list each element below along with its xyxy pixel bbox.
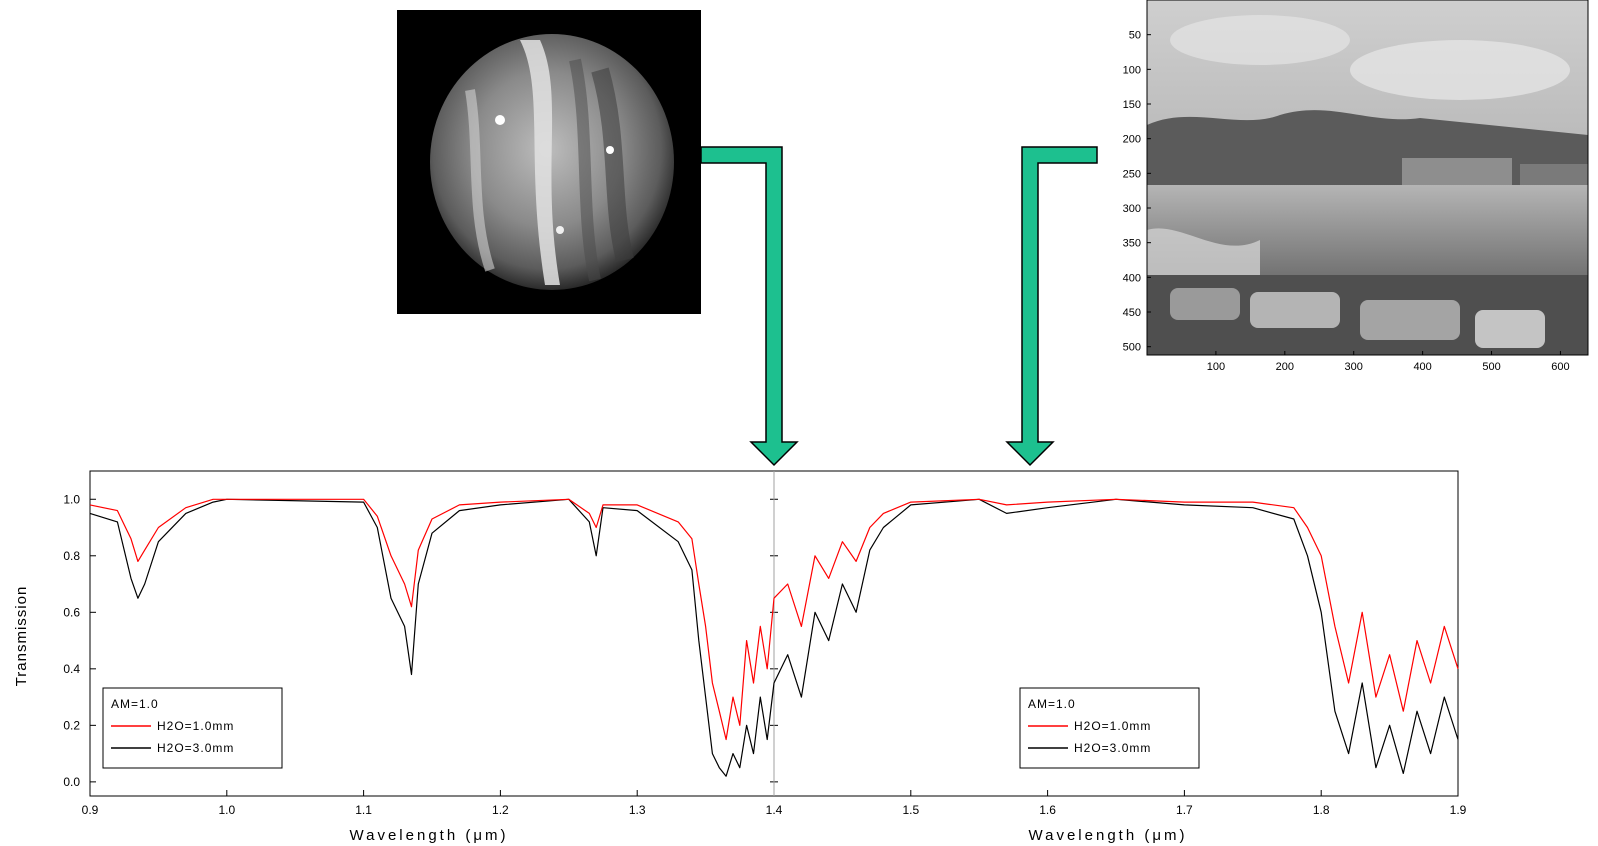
y-tick-label: 0.2 [63, 718, 80, 732]
right-arrow [1005, 146, 1098, 467]
y-axis-label: Transmission [13, 586, 30, 687]
landscape-y-tick-label: 300 [1123, 203, 1141, 215]
legend-entry-label: H2O=1.0mm [157, 719, 234, 733]
x-tick-label: 1.9 [1450, 803, 1467, 817]
landscape-x-tick-label: 400 [1413, 361, 1431, 373]
y-tick-label: 0.6 [63, 605, 80, 619]
y-tick-label: 0.4 [63, 662, 80, 676]
x-tick-label: 1.0 [218, 803, 235, 817]
landscape-y-tick-label: 200 [1123, 134, 1141, 146]
transmission-chart: 0.9 1.0 1.1 1.2 1.3 1.4 1.5 1.6 1.7 1.8 1.9 0.0 0.2 0… [13, 470, 1467, 844]
landscape-x-tick-label: 100 [1207, 361, 1225, 373]
x-axis-label-right: Wavelength (μm) [1029, 827, 1188, 844]
x-tick-label: 1.7 [1176, 803, 1193, 817]
x-tick-label: 1.5 [902, 803, 919, 817]
landscape-x-tick-label: 600 [1551, 361, 1569, 373]
y-tick-label: 0.8 [63, 549, 80, 563]
landscape-y-tick-label: 400 [1123, 272, 1141, 284]
x-tick-label: 1.1 [355, 803, 372, 817]
landscape-x-tick-label: 200 [1276, 361, 1294, 373]
landscape-y-tick-label: 450 [1123, 307, 1141, 319]
landscape-x-tick-label: 300 [1345, 361, 1363, 373]
landscape-y-tick-label: 500 [1123, 342, 1141, 354]
legend-entry-label: H2O=1.0mm [1074, 719, 1151, 733]
landscape-y-tick-label: 100 [1123, 64, 1141, 76]
series-line-3mm [89, 498, 1459, 777]
legend-header: AM=1.0 [1028, 697, 1076, 711]
landscape-x-tick-label: 500 [1482, 361, 1500, 373]
x-axis-label-left: Wavelength (μm) [350, 827, 509, 844]
landscape-axes: 100 200 300 400 500 600 50 100 150 200 250 300 350 40… [1123, 30, 1570, 373]
x-tick-label: 0.9 [82, 803, 99, 817]
planet-image [397, 10, 701, 314]
x-tick-label: 1.3 [629, 803, 646, 817]
left-arrow [700, 146, 799, 467]
legend-entry-label: H2O=3.0mm [1074, 741, 1151, 755]
landscape-y-tick-label: 350 [1123, 238, 1141, 250]
x-tick-label: 1.4 [766, 803, 783, 817]
legend-entry-label: H2O=3.0mm [157, 741, 234, 755]
x-tick-label: 1.8 [1313, 803, 1330, 817]
landscape-y-tick-label: 150 [1123, 99, 1141, 111]
landscape-y-tick-label: 50 [1129, 30, 1141, 42]
x-tick-label: 1.2 [492, 803, 509, 817]
y-tick-label: 1.0 [63, 492, 80, 506]
y-tick-label: 0.0 [63, 775, 80, 789]
legend-box: AM=1.0 H2O=1.0mm H2O=3.0mm [1019, 687, 1200, 769]
landscape-y-tick-label: 250 [1123, 168, 1141, 180]
legend-box: AM=1.0 H2O=1.0mm H2O=3.0mm [102, 687, 283, 769]
legend-frame [1019, 687, 1200, 769]
landscape-image [1146, 0, 1589, 356]
series-line-1mm [89, 498, 1459, 741]
x-tick-label: 1.6 [1039, 803, 1056, 817]
legend-frame [102, 687, 283, 769]
legend-header: AM=1.0 [111, 697, 159, 711]
